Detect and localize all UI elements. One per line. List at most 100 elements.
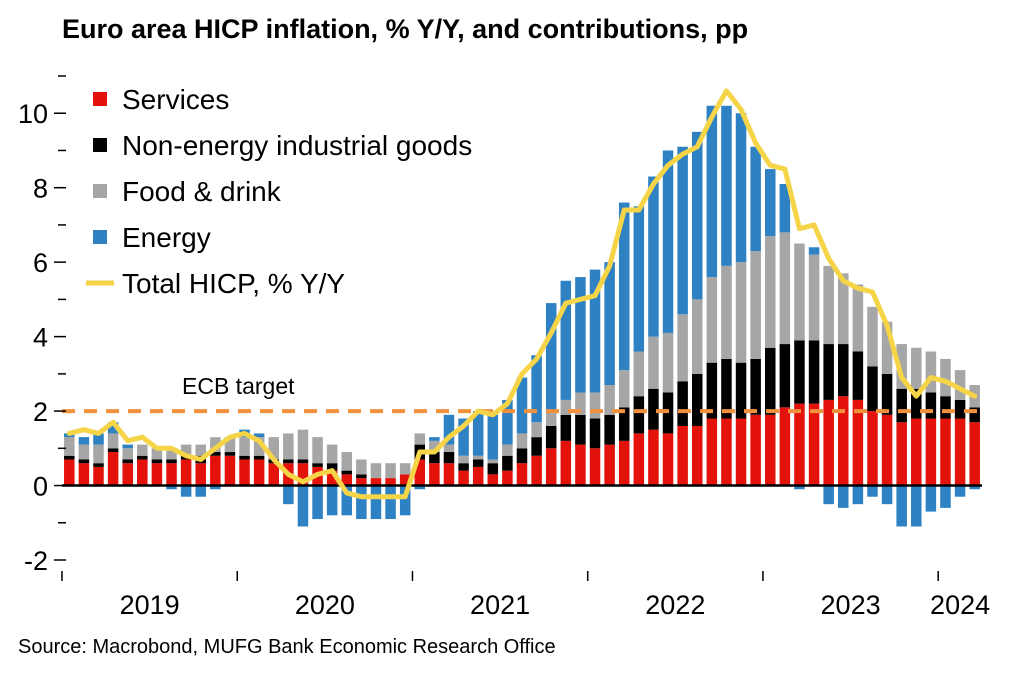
- bar-food-drink-2019-09: [180, 444, 192, 456]
- bar-food-drink-2021-12: [575, 392, 586, 415]
- bar-food-drink-2022-06: [662, 332, 674, 393]
- bar-non-energy-industrial-goods-2023-04: [808, 340, 820, 404]
- bar-food-drink-2023-12: [925, 351, 937, 393]
- x-tick-label: 2024: [930, 590, 990, 620]
- bar-energy-2022-08: [691, 131, 703, 300]
- bar-energy-2023-09: [881, 485, 893, 505]
- bar-services-2021-07: [502, 470, 513, 486]
- bar-services-2019-12: [224, 455, 236, 486]
- bar-energy-2020-07: [326, 485, 338, 516]
- bar-services-2022-08: [691, 425, 703, 486]
- bar-energy-2023-08: [867, 485, 878, 497]
- bar-energy-2021-04: [458, 418, 469, 456]
- bar-food-drink-2020-02: [253, 437, 265, 456]
- bar-non-energy-industrial-goods-2019-03: [93, 463, 104, 467]
- bar-non-energy-industrial-goods-2020-05: [297, 459, 309, 464]
- bar-food-drink-2023-11: [911, 347, 922, 389]
- bar-energy-2023-07: [852, 485, 864, 505]
- bar-food-drink-2022-08: [691, 299, 703, 374]
- bar-services-2022-09: [706, 418, 718, 486]
- bar-food-drink-2023-09: [881, 321, 893, 374]
- bar-non-energy-industrial-goods-2023-02: [779, 344, 791, 408]
- bar-energy-2019-03: [93, 433, 104, 445]
- x-tick-label: 2020: [295, 590, 355, 620]
- bar-food-drink-2022-03: [618, 370, 630, 408]
- bar-services-2022-06: [662, 433, 674, 486]
- bar-services-2019-01: [64, 459, 75, 486]
- bar-non-energy-industrial-goods-2019-11: [210, 452, 221, 456]
- legend-label: Non-energy industrial goods: [122, 130, 472, 161]
- bar-non-energy-industrial-goods-2019-04: [107, 448, 119, 453]
- bar-energy-2022-03: [618, 202, 630, 371]
- bar-food-drink-2022-11: [735, 262, 747, 363]
- bar-energy-2020-09: [356, 485, 367, 520]
- bar-services-2023-12: [925, 418, 937, 486]
- bar-non-energy-industrial-goods-2019-06: [137, 455, 148, 460]
- bar-energy-2022-05: [648, 176, 659, 337]
- bar-non-energy-industrial-goods-2021-02: [429, 452, 440, 464]
- bar-services-2019-07: [151, 463, 163, 486]
- bar-energy-2020-02: [253, 433, 265, 438]
- bar-services-2021-01: [414, 459, 426, 486]
- bar-food-drink-2020-12: [399, 463, 411, 475]
- bar-energy-2022-01: [589, 269, 601, 393]
- bar-energy-2022-04: [633, 206, 645, 352]
- bar-non-energy-industrial-goods-2023-11: [911, 388, 922, 419]
- y-tick-label: 2: [33, 397, 48, 427]
- bar-food-drink-2023-01: [765, 236, 776, 348]
- bar-non-energy-industrial-goods-2022-07: [677, 381, 688, 426]
- bar-food-drink-2022-05: [648, 336, 659, 389]
- bar-food-drink-2019-08: [166, 448, 177, 460]
- bar-non-energy-industrial-goods-2020-01: [239, 455, 250, 460]
- bar-services-2021-08: [516, 463, 528, 486]
- bar-non-energy-industrial-goods-2021-03: [443, 452, 455, 464]
- bar-food-drink-2019-05: [122, 448, 133, 460]
- bar-services-2024-02: [954, 418, 966, 486]
- bar-non-energy-industrial-goods-2023-09: [881, 373, 893, 415]
- x-tick-label: 2021: [470, 590, 530, 620]
- total-hicp-line: [66, 88, 978, 500]
- bar-non-energy-industrial-goods-2021-08: [516, 448, 528, 464]
- bar-food-drink-2019-11: [210, 437, 221, 453]
- bar-food-drink-2021-05: [472, 455, 484, 460]
- y-tick-label: 0: [33, 472, 48, 502]
- x-tick-label: 2023: [821, 590, 881, 620]
- bar-energy-2019-10: [195, 485, 206, 497]
- bar-non-energy-industrial-goods-2022-05: [648, 388, 659, 430]
- bar-services-2024-03: [969, 422, 980, 486]
- bar-services-2020-05: [297, 463, 309, 486]
- bar-services-2019-04: [107, 452, 119, 486]
- bar-non-energy-industrial-goods-2023-08: [867, 366, 878, 412]
- bar-food-drink-2019-04: [107, 433, 119, 449]
- bar-non-energy-industrial-goods-2021-09: [531, 437, 542, 456]
- bar-non-energy-industrial-goods-2023-05: [823, 344, 834, 400]
- bar-services-2021-10: [545, 448, 557, 486]
- x-tick-label: 2022: [645, 590, 705, 620]
- bar-energy-2021-10: [545, 303, 557, 412]
- bar-services-2021-06: [487, 474, 499, 486]
- bar-energy-2022-11: [735, 113, 747, 263]
- bar-energy-2019-04: [107, 422, 119, 434]
- bar-food-drink-2019-07: [151, 448, 163, 460]
- bar-services-2021-04: [458, 470, 469, 486]
- bar-food-drink-2021-02: [429, 440, 440, 453]
- bar-services-2021-12: [575, 444, 586, 486]
- bar-services-2019-02: [78, 463, 90, 486]
- bar-food-drink-2021-06: [487, 459, 499, 464]
- bar-food-drink-2019-06: [137, 444, 148, 456]
- bar-services-2020-09: [356, 478, 367, 486]
- bar-food-drink-2023-04: [808, 254, 820, 341]
- legend-label: Food & drink: [122, 176, 282, 207]
- bar-services-2023-04: [808, 403, 820, 486]
- bar-food-drink-2020-11: [385, 463, 396, 479]
- chart-source: Source: Macrobond, MUFG Bank Economic Re…: [18, 636, 556, 658]
- bar-non-energy-industrial-goods-2023-06: [838, 344, 849, 397]
- bar-food-drink-2022-04: [633, 351, 645, 397]
- bar-non-energy-industrial-goods-2020-08: [341, 470, 353, 475]
- bar-non-energy-industrial-goods-2024-01: [940, 396, 951, 419]
- bar-non-energy-industrial-goods-2020-09: [356, 474, 367, 479]
- bar-energy-2023-12: [925, 485, 937, 512]
- bar-services-2022-07: [677, 425, 688, 486]
- chart-title: Euro area HICP inflation, % Y/Y, and con…: [62, 14, 749, 44]
- bar-non-energy-industrial-goods-2022-03: [618, 407, 630, 441]
